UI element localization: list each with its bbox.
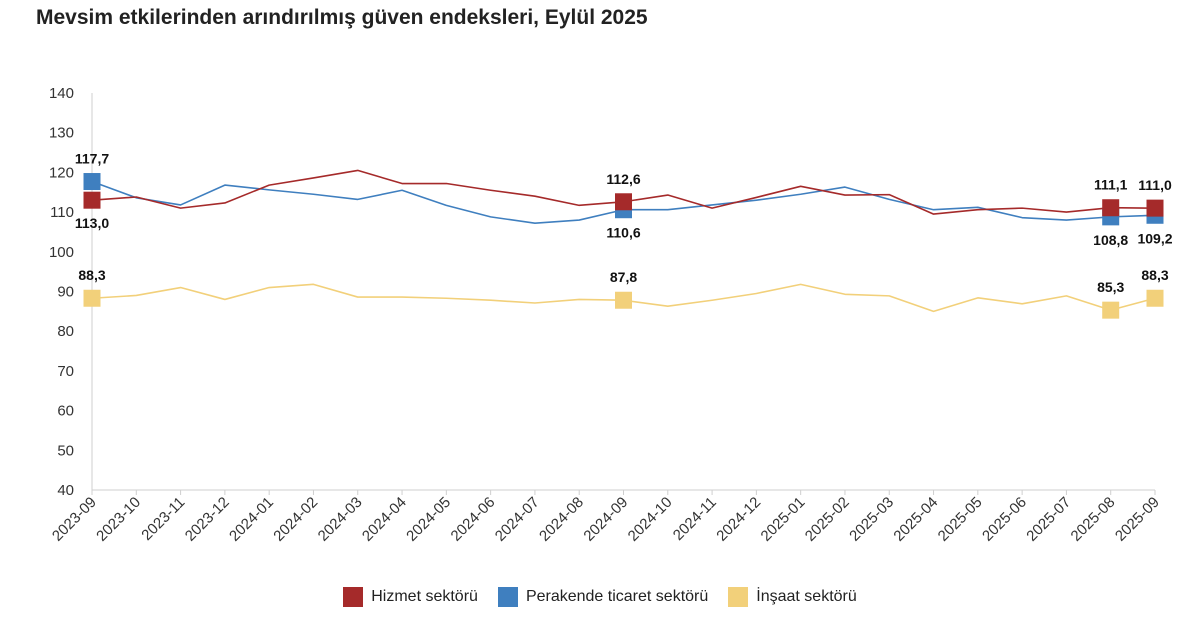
data-label: 112,6 [606, 171, 640, 187]
data-label: 117,7 [75, 151, 109, 167]
series-markers [83, 173, 1164, 319]
x-tick-label: 2025-01 [758, 494, 809, 545]
data-point-marker [615, 291, 632, 309]
y-tick-label: 110 [50, 204, 74, 221]
x-tick-label: 2025-03 [846, 494, 897, 545]
data-label: 113,0 [75, 215, 109, 231]
x-tick-label: 2024-04 [359, 494, 410, 545]
x-tick-label: 2024-01 [226, 494, 277, 545]
y-tick-label: 70 [57, 363, 74, 380]
y-tick-label: 90 [57, 284, 74, 301]
data-label: 85,3 [1097, 279, 1124, 295]
data-label: 111,1 [1094, 177, 1128, 193]
legend-swatch [497, 587, 518, 607]
data-point-marker [615, 193, 632, 211]
x-tick-label: 2023-09 [49, 494, 100, 545]
y-tick-label: 80 [57, 323, 74, 340]
x-tick-label: 2025-09 [1112, 494, 1163, 545]
data-labels: 113,0 112,6 111,1 111,0 117,7 110,6 108,8 109,2… [75, 151, 1173, 296]
x-tick-label: 2024-05 [403, 494, 454, 545]
data-label: 111,0 [1138, 177, 1172, 193]
data-label: 87,8 [610, 269, 637, 285]
data-point-marker [83, 289, 101, 307]
legend-item: Perakende ticaret sektörü [497, 587, 709, 607]
y-tick-label: 60 [57, 403, 74, 420]
x-tick-label: 2024-06 [447, 494, 498, 545]
legend: Hizmet sektörü Perakende ticaret sektörü İ… [0, 587, 1200, 607]
x-tick-label: 2024-03 [315, 494, 366, 545]
legend-label: İnşaat sektörü [756, 588, 857, 605]
data-label: 108,8 [1093, 232, 1128, 248]
legend-swatch [343, 587, 364, 607]
x-tick-label: 2024-02 [270, 494, 321, 545]
y-tick-label: 120 [49, 164, 74, 181]
chart-title: Mevsim etkilerinden arındırılmış güven e… [36, 6, 648, 29]
data-label: 88,3 [78, 267, 105, 283]
x-tick-label: 2023-11 [138, 494, 188, 544]
data-label: 110,6 [606, 225, 640, 241]
x-tick-label: 2024-12 [713, 494, 764, 545]
x-tick-label: 2024-07 [492, 494, 543, 545]
y-tick-label: 40 [57, 482, 74, 499]
x-tick-label: 2024-11 [670, 494, 720, 544]
series-lines [91, 169, 1156, 313]
x-tick-label: 2025-05 [935, 494, 986, 545]
line-chart: 4050607080901001101201301402023-092023-1… [49, 85, 1173, 545]
data-point-marker [1102, 301, 1120, 319]
x-tick-label: 2023-10 [93, 494, 144, 545]
x-tick-label: 2024-09 [580, 494, 631, 545]
x-tick-label: 2025-06 [979, 494, 1030, 545]
x-tick-label: 2025-04 [890, 494, 941, 545]
y-tick-label: 130 [49, 125, 74, 142]
x-tick-label: 2023-12 [182, 494, 233, 545]
x-tick-label: 2025-08 [1068, 494, 1119, 545]
data-label: 88,3 [1141, 267, 1168, 283]
legend-swatch [728, 587, 749, 607]
data-point-marker [83, 173, 101, 191]
y-tick-label: 50 [57, 442, 74, 459]
y-tick-label: 100 [49, 244, 74, 261]
x-tick-label: 2025-02 [802, 494, 853, 545]
axes: 4050607080901001101201301402023-092023-1… [49, 85, 1163, 545]
y-tick-label: 140 [49, 85, 74, 102]
legend-item: İnşaat sektörü [728, 587, 857, 607]
x-tick-label: 2024-10 [625, 494, 676, 545]
x-tick-label: 2025-07 [1023, 494, 1074, 545]
x-tick-label: 2024-08 [536, 494, 587, 545]
data-point-marker [1146, 289, 1164, 307]
data-point-marker [1102, 199, 1120, 217]
legend-label: Perakende ticaret sektörü [525, 588, 709, 605]
legend-item: Hizmet sektörü [343, 587, 478, 607]
data-label: 109,2 [1137, 230, 1172, 246]
data-point-marker [1146, 199, 1164, 217]
data-point-marker [83, 191, 101, 209]
legend-label: Hizmet sektörü [371, 588, 478, 605]
